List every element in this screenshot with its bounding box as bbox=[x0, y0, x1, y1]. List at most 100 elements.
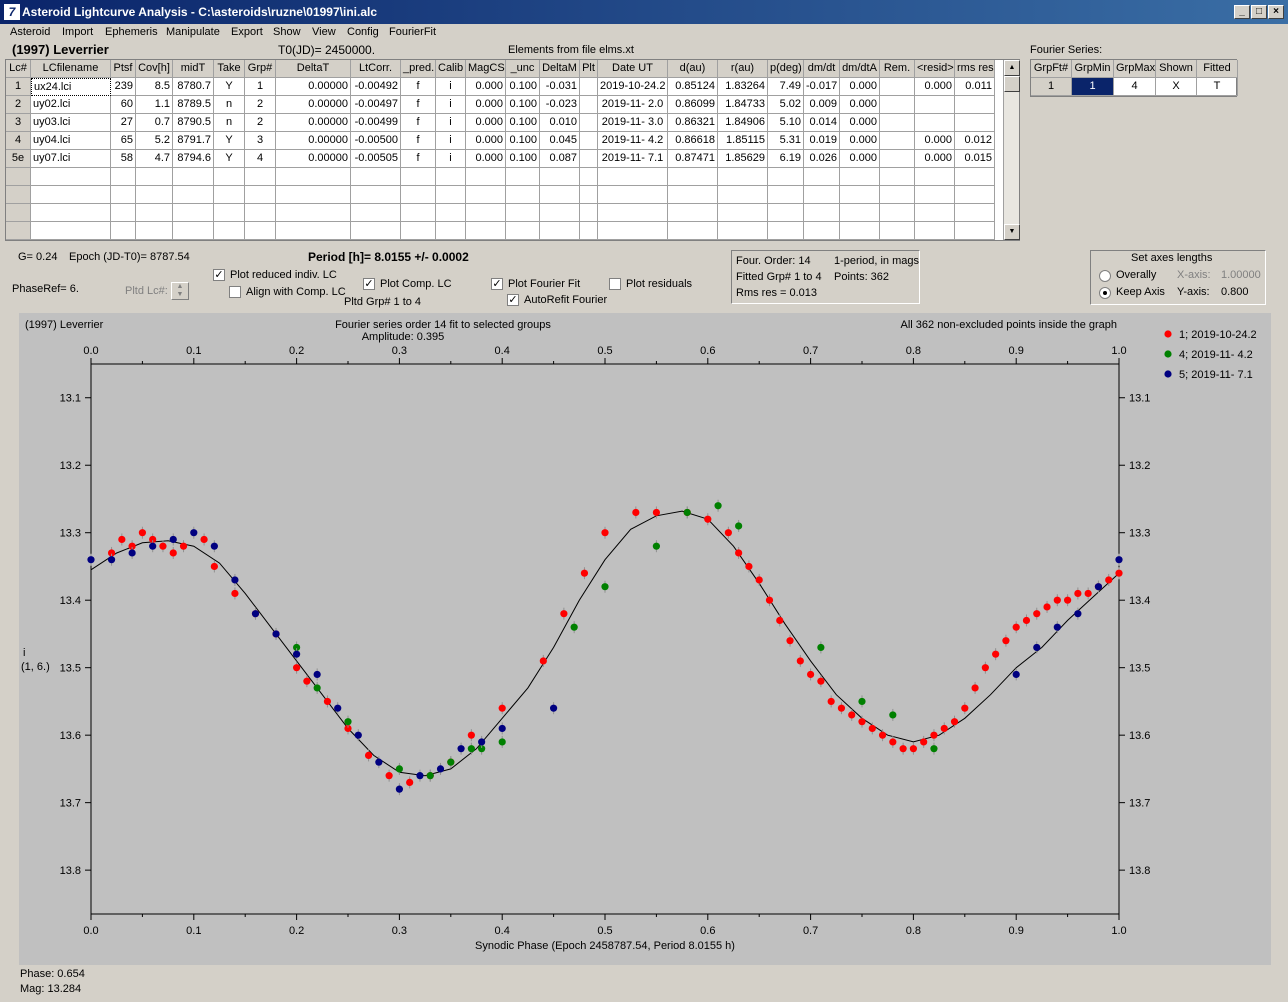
fourier-cell[interactable]: T bbox=[1197, 78, 1238, 96]
table-cell[interactable]: Y bbox=[214, 150, 245, 168]
table-cell[interactable] bbox=[276, 168, 351, 186]
align-comp-checkbox[interactable] bbox=[229, 286, 241, 298]
table-cell[interactable]: 2019-11- 3.0 bbox=[598, 114, 668, 132]
table-cell[interactable] bbox=[880, 114, 915, 132]
table-cell[interactable] bbox=[436, 168, 466, 186]
table-cell[interactable]: 0.015 bbox=[955, 150, 995, 168]
table-cell[interactable] bbox=[598, 222, 668, 240]
table-cell[interactable] bbox=[351, 204, 401, 222]
table-cell[interactable]: 0.014 bbox=[804, 114, 840, 132]
column-header[interactable]: r(au) bbox=[718, 60, 768, 78]
table-cell[interactable] bbox=[351, 168, 401, 186]
table-cell[interactable] bbox=[598, 204, 668, 222]
table-cell[interactable] bbox=[955, 96, 995, 114]
row-header[interactable]: 4 bbox=[6, 132, 31, 150]
table-cell[interactable] bbox=[111, 222, 136, 240]
fourier-cell[interactable]: 1 bbox=[1031, 78, 1072, 96]
table-cell[interactable]: -0.031 bbox=[540, 78, 580, 96]
table-cell[interactable] bbox=[768, 186, 804, 204]
row-header[interactable] bbox=[6, 204, 31, 222]
table-cell[interactable] bbox=[136, 204, 173, 222]
row-header[interactable]: 3 bbox=[6, 114, 31, 132]
column-header[interactable]: _unc bbox=[506, 60, 540, 78]
y-axis-value[interactable]: 0.800 bbox=[1221, 286, 1249, 298]
table-cell[interactable] bbox=[580, 78, 598, 96]
table-cell[interactable] bbox=[173, 186, 214, 204]
table-cell[interactable] bbox=[768, 168, 804, 186]
column-header[interactable]: Plt bbox=[580, 60, 598, 78]
table-cell[interactable]: 0.86099 bbox=[668, 96, 718, 114]
table-cell[interactable]: 0.000 bbox=[840, 96, 880, 114]
fourier-cell[interactable]: 1 bbox=[1072, 78, 1114, 96]
table-cell[interactable]: 1.1 bbox=[136, 96, 173, 114]
table-cell[interactable] bbox=[506, 186, 540, 204]
table-cell[interactable] bbox=[840, 222, 880, 240]
table-cell[interactable] bbox=[466, 186, 506, 204]
table-cell[interactable]: 0.000 bbox=[466, 78, 506, 96]
table-cell[interactable] bbox=[580, 132, 598, 150]
table-cell[interactable]: 0.00000 bbox=[276, 132, 351, 150]
table-cell[interactable]: 0.87471 bbox=[668, 150, 718, 168]
table-cell[interactable]: 0.010 bbox=[540, 114, 580, 132]
fourier-cell[interactable]: X bbox=[1156, 78, 1197, 96]
table-cell[interactable]: 6.19 bbox=[768, 150, 804, 168]
table-cell[interactable]: f bbox=[401, 78, 436, 96]
table-cell[interactable]: 58 bbox=[111, 150, 136, 168]
table-cell[interactable]: 2 bbox=[245, 114, 276, 132]
table-cell[interactable]: 0.00000 bbox=[276, 150, 351, 168]
fourier-column-header[interactable]: Fitted bbox=[1197, 60, 1238, 78]
table-cell[interactable]: 0.86618 bbox=[668, 132, 718, 150]
table-cell[interactable]: 0.087 bbox=[540, 150, 580, 168]
table-cell[interactable]: Y bbox=[214, 132, 245, 150]
table-cell[interactable]: 239 bbox=[111, 78, 136, 96]
table-cell[interactable] bbox=[915, 222, 955, 240]
menu-asteroid[interactable]: Asteroid bbox=[10, 26, 51, 38]
table-cell[interactable]: ux24.lci bbox=[31, 78, 111, 96]
table-cell[interactable]: f bbox=[401, 132, 436, 150]
table-cell[interactable]: 1.83264 bbox=[718, 78, 768, 96]
table-cell[interactable] bbox=[915, 96, 955, 114]
table-cell[interactable] bbox=[136, 168, 173, 186]
plot-fourier-checkbox[interactable]: ✓ bbox=[491, 278, 503, 290]
table-cell[interactable] bbox=[880, 96, 915, 114]
table-cell[interactable] bbox=[276, 222, 351, 240]
table-cell[interactable]: Y bbox=[214, 78, 245, 96]
column-header[interactable]: Date UT bbox=[598, 60, 668, 78]
column-header[interactable]: <resid> bbox=[915, 60, 955, 78]
table-cell[interactable]: 0.012 bbox=[955, 132, 995, 150]
table-cell[interactable] bbox=[880, 78, 915, 96]
table-cell[interactable] bbox=[718, 204, 768, 222]
table-cell[interactable]: -0.00499 bbox=[351, 114, 401, 132]
fourier-column-header[interactable]: GrpFt# bbox=[1031, 60, 1072, 78]
table-cell[interactable] bbox=[506, 222, 540, 240]
table-cell[interactable] bbox=[668, 204, 718, 222]
table-cell[interactable] bbox=[580, 204, 598, 222]
table-cell[interactable] bbox=[401, 222, 436, 240]
table-cell[interactable]: 1 bbox=[245, 78, 276, 96]
table-cell[interactable] bbox=[768, 204, 804, 222]
column-header[interactable]: dm/dtA bbox=[840, 60, 880, 78]
table-cell[interactable]: i bbox=[436, 132, 466, 150]
table-cell[interactable] bbox=[804, 186, 840, 204]
table-cell[interactable] bbox=[598, 168, 668, 186]
table-cell[interactable]: 0.7 bbox=[136, 114, 173, 132]
table-cell[interactable] bbox=[401, 168, 436, 186]
fourier-column-header[interactable]: GrpMin bbox=[1072, 60, 1114, 78]
table-cell[interactable]: 1.85629 bbox=[718, 150, 768, 168]
table-cell[interactable]: 8780.7 bbox=[173, 78, 214, 96]
table-cell[interactable]: -0.00492 bbox=[351, 78, 401, 96]
column-header[interactable]: DeltaM bbox=[540, 60, 580, 78]
table-cell[interactable]: 2019-11- 4.2 bbox=[598, 132, 668, 150]
scroll-down-arrow[interactable]: ▼ bbox=[1004, 224, 1020, 240]
table-cell[interactable]: 0.000 bbox=[915, 78, 955, 96]
table-cell[interactable] bbox=[668, 186, 718, 204]
table-cell[interactable] bbox=[31, 204, 111, 222]
row-header[interactable] bbox=[6, 168, 31, 186]
table-cell[interactable] bbox=[245, 186, 276, 204]
menu-show[interactable]: Show bbox=[273, 26, 301, 38]
table-cell[interactable]: 2019-10-24.2 bbox=[598, 78, 668, 96]
table-cell[interactable]: f bbox=[401, 150, 436, 168]
table-cell[interactable]: -0.00497 bbox=[351, 96, 401, 114]
scroll-thumb[interactable] bbox=[1004, 76, 1020, 92]
lightcurve-table[interactable]: Lc# LCfilename Ptsf Cov[h] midT Take Grp# Delta… bbox=[5, 59, 1020, 241]
